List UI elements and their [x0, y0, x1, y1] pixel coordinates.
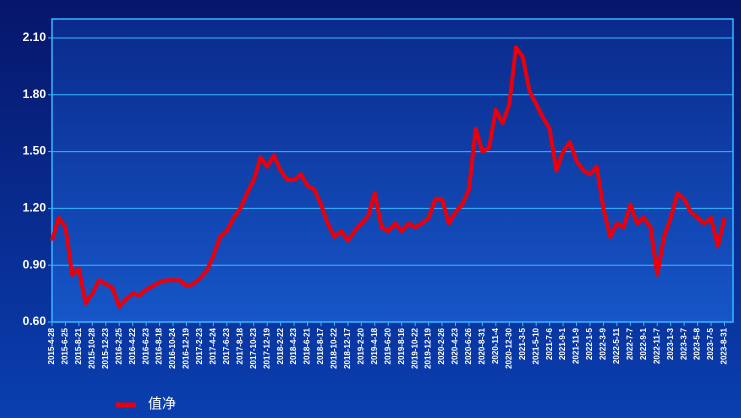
x-tick-label: 2019-12-19: [424, 327, 433, 368]
x-tick-label: 2022-9-1: [639, 327, 648, 360]
x-tick-label: 2022-11-7: [652, 327, 661, 364]
x-tick-label: 2017-8-18: [235, 327, 244, 364]
x-tick-label: 2015-10-28: [87, 327, 96, 368]
x-tick-label: 2017-4-24: [209, 327, 218, 364]
x-tick-label: 2016-2-25: [114, 327, 123, 364]
x-tick-label: 2018-12-17: [343, 327, 352, 368]
y-tick-label: 1.80: [23, 87, 47, 101]
x-tick-label: 2016-6-23: [141, 327, 150, 364]
y-tick-label: 2.10: [23, 30, 47, 44]
x-tick-label: 2020-6-26: [464, 327, 473, 364]
x-tick-label: 2021-7-6: [545, 327, 554, 360]
x-tick-label: 2023-7-5: [706, 327, 715, 360]
series-line: [50, 45, 727, 309]
x-tick-label: 2017-6-23: [222, 327, 231, 364]
y-tick-label: 1.50: [23, 144, 47, 158]
x-tick-label: 2019-8-16: [397, 327, 406, 364]
x-tick-label: 2018-8-17: [316, 327, 325, 364]
x-tick-label: 2015-4-28: [47, 327, 56, 364]
x-tick-label: 2020-8-31: [478, 327, 487, 364]
x-tick-label: 2016-12-19: [182, 327, 191, 368]
x-tick-label: 2021-9-1: [558, 327, 567, 360]
x-tick-label: 2022-5-11: [612, 327, 621, 364]
x-tick-label: 2020-2-26: [437, 327, 446, 364]
x-tick-label: 2021-11-9: [572, 327, 581, 364]
x-tick-label: 2020-11-4: [491, 327, 500, 364]
x-tick-label: 2016-10-24: [168, 327, 177, 368]
x-tick-label: 2022-1-5: [585, 327, 594, 360]
x-tick-label: 2022-3-9: [599, 327, 608, 360]
x-tick-label: 2017-10-23: [249, 327, 258, 368]
x-tick-label: 2016-8-18: [155, 327, 164, 364]
x-tick-label: 2019-4-18: [370, 327, 379, 364]
x-tick-label: 2017-2-23: [195, 327, 204, 364]
x-tick-label: 2015-6-25: [61, 327, 70, 364]
x-tick-label: 2023-8-31: [720, 327, 729, 364]
x-tick-label: 2018-6-21: [303, 327, 312, 364]
x-tick-label: 2022-7-7: [625, 327, 634, 360]
x-tick-label: 2021-3-5: [518, 327, 527, 360]
legend-label: 值净: [148, 396, 176, 412]
x-tick-label: 2015-12-23: [101, 327, 110, 368]
x-tick-label: 2020-4-23: [451, 327, 460, 364]
x-tick-label: 2019-10-22: [410, 327, 419, 368]
y-tick-label: 0.60: [23, 314, 47, 328]
x-tick-label: 2019-6-20: [383, 327, 392, 364]
x-tick-label: 2018-2-22: [276, 327, 285, 364]
x-tick-label: 2020-12-30: [504, 327, 513, 368]
x-tick-label: 2018-4-23: [289, 327, 298, 364]
y-tick-label: 1.20: [23, 201, 47, 215]
x-tick-label: 2023-1-3: [666, 327, 675, 360]
x-tick-label: 2021-5-10: [531, 327, 540, 364]
y-tick-label: 0.90: [23, 257, 47, 271]
x-tick-label: 2018-10-22: [330, 327, 339, 368]
x-tick-label: 2023-5-8: [693, 327, 702, 360]
x-tick-label: 2015-8-21: [74, 327, 83, 364]
x-tick-label: 2016-4-22: [128, 327, 137, 364]
x-tick-label: 2023-3-7: [679, 327, 688, 360]
x-tick-label: 2017-12-19: [262, 327, 271, 368]
plot-area: [51, 18, 734, 323]
x-tick-label: 2019-2-20: [356, 327, 365, 364]
